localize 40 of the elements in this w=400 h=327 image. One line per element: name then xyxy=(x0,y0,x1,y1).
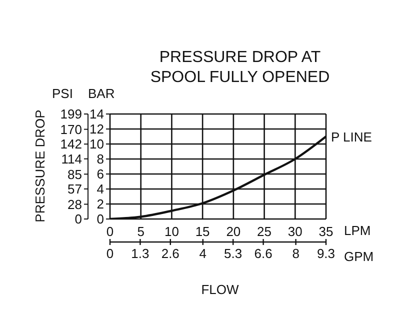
text: LPM xyxy=(344,223,371,238)
x-tick-label: 15 xyxy=(195,224,210,240)
y2-tick-label: 85 xyxy=(68,166,82,182)
y2-tick-label: 114 xyxy=(61,151,82,166)
chart-title: PRESSURE DROP AT SPOOL FULLY OPENED xyxy=(150,49,330,86)
x2-tick-label: 2.6 xyxy=(161,246,180,261)
x-axis-title: FLOW xyxy=(200,282,240,297)
y2-axis-title: PRESSURE DROP xyxy=(32,110,48,222)
y-tick-label: 12 xyxy=(90,122,104,137)
y-tick-label: 14 xyxy=(90,106,104,122)
y-tick-label: 6 xyxy=(96,166,104,182)
y2-tick-label: 28 xyxy=(68,196,82,212)
y-tick-label: 4 xyxy=(96,182,104,197)
y-tick-label: 8 xyxy=(96,152,104,167)
x-tick-label: 25 xyxy=(257,224,272,240)
text: GPM xyxy=(344,249,374,264)
x2-tick-label: 1.3 xyxy=(131,246,150,261)
x-tick-label: 10 xyxy=(164,224,179,240)
x-tick-label: 35 xyxy=(318,224,334,240)
text: PSI xyxy=(52,86,73,101)
y2-tick-label: 57 xyxy=(68,182,82,197)
x2-tick-label: 8 xyxy=(292,246,300,261)
series-label: P LINE xyxy=(331,130,372,144)
y-tick-label: 2 xyxy=(96,196,104,212)
y2-tick-label: 170 xyxy=(60,122,82,137)
y-tick-label: 0 xyxy=(96,212,104,227)
text: BAR xyxy=(88,86,115,101)
x2-tick-label: 6.6 xyxy=(254,246,272,261)
x2-tick-label: 0 xyxy=(106,246,114,261)
x2-tick-label: 4 xyxy=(199,246,207,261)
x2-tick-label: 5.3 xyxy=(224,246,242,261)
x-tick-label: 5 xyxy=(137,224,144,240)
x2-tick-label: 9.3 xyxy=(316,246,336,261)
y2-tick-label: 0 xyxy=(74,212,82,227)
y2-tick-label: 199 xyxy=(60,106,82,122)
x-tick-label: 20 xyxy=(226,224,241,240)
x-tick-label: 0 xyxy=(106,224,114,240)
y2-tick-label: 142 xyxy=(60,136,82,152)
y-tick-label: 10 xyxy=(90,136,104,152)
x-tick-label: 30 xyxy=(288,224,302,240)
